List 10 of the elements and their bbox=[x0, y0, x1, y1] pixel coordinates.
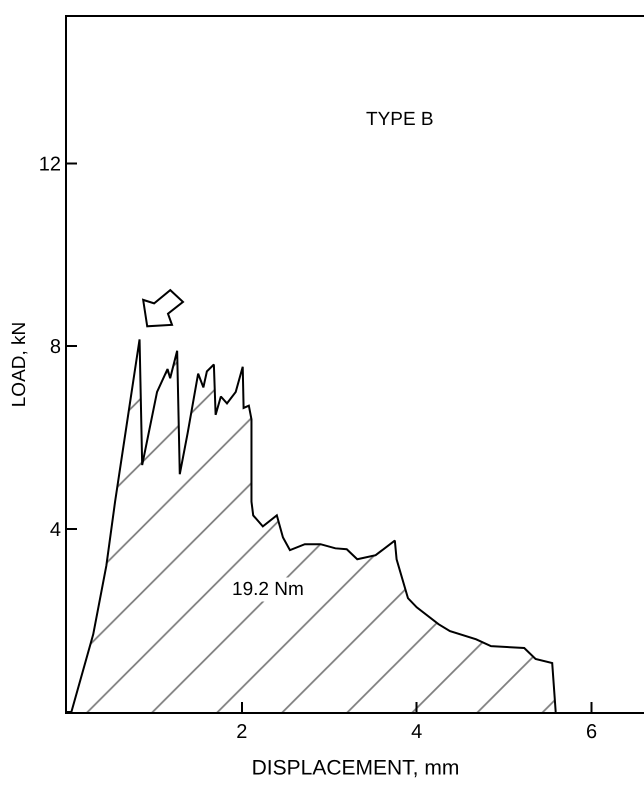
annotation: 19.2 Nm bbox=[232, 579, 304, 600]
y-tick-label: 8 bbox=[50, 336, 61, 358]
y-axis-title: LOAD, kN bbox=[9, 322, 30, 408]
y-tick-label: 4 bbox=[50, 519, 61, 542]
x-tick-label: 6 bbox=[586, 721, 598, 743]
y-tick-label: 12 bbox=[38, 153, 61, 176]
x-axis-title: DISPLACEMENT, mm bbox=[252, 756, 460, 780]
x-tick-label: 2 bbox=[236, 721, 248, 743]
annotation: TYPE B bbox=[366, 109, 434, 130]
x-tick-label: 4 bbox=[411, 721, 422, 743]
